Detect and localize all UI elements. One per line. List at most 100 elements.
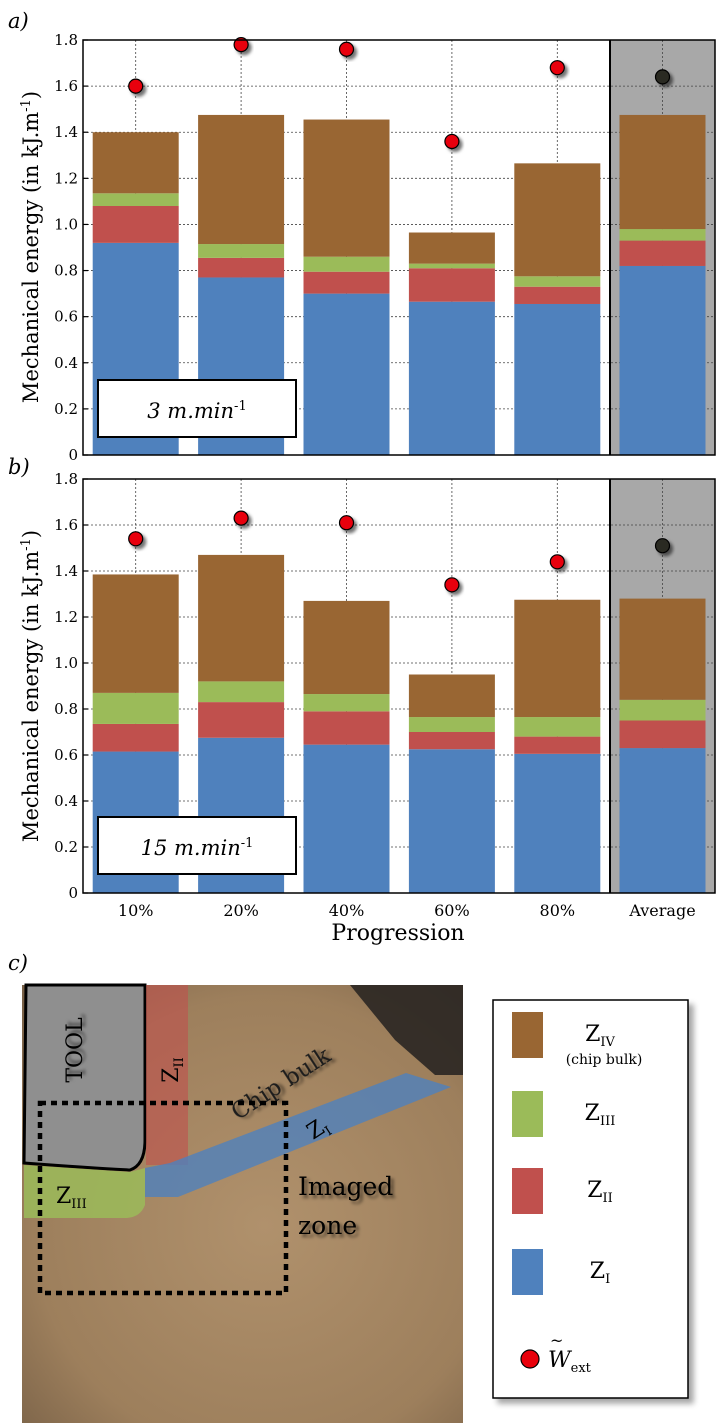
wext-marker (338, 41, 355, 57)
bar-segment (408, 732, 495, 750)
zone-I-band (145, 1073, 451, 1197)
legend-label: ZIV (585, 1022, 615, 1050)
tilde-mark: ~ (550, 1331, 563, 1350)
bar-segment (303, 744, 390, 893)
bar-segment (408, 749, 495, 893)
legend-label: ZI (590, 1259, 610, 1287)
bar-segment (92, 692, 179, 724)
y-tick-label: 1.4 (54, 123, 78, 141)
bar-segment (514, 753, 601, 893)
y-tick-label: 0.4 (54, 792, 78, 810)
wext-marker (444, 133, 460, 150)
wext-marker (128, 78, 144, 94)
chart-b: 0 0.2 0.4 0.6 0.8 1.0 1.2 1.4 1.6 1.8 10% 20% 40% 60… (19, 470, 716, 946)
legend-swatch (512, 1012, 543, 1058)
x-axis-label: Progression (331, 921, 464, 946)
imaged-zone-label-line2: zone (298, 1211, 357, 1240)
wext-marker (549, 60, 565, 76)
y-tick-label: 1.8 (54, 470, 78, 488)
legend-marker-wext (520, 1349, 540, 1369)
bar-segment (198, 702, 285, 738)
bar-segment (303, 119, 390, 257)
legend-label: ZIII (585, 1101, 616, 1129)
y-tick-label: 0 (68, 446, 78, 464)
bar-segment (619, 114, 706, 230)
markers-a (128, 37, 671, 150)
bar-segment (514, 286, 601, 304)
legend-entries: ZIV (chip bulk) ZIII ZII ZI (512, 1012, 642, 1295)
wext-marker (233, 37, 249, 53)
tool-label: TOOL (63, 1017, 88, 1083)
imaged-zone-label-line1: Imaged (298, 1172, 393, 1201)
bar-segment (303, 711, 390, 745)
speed-label-a: 3 m.min-1 (147, 399, 246, 423)
bar-segment (619, 265, 706, 455)
bar-segment (619, 720, 706, 749)
speed-box-a (97, 379, 297, 438)
bar-segment (198, 681, 285, 703)
bar-segment (514, 276, 601, 287)
bar-segment (198, 257, 285, 278)
bar-segment (514, 163, 601, 277)
bar-segment (92, 206, 179, 243)
x-tick-label: 60% (434, 901, 470, 920)
plot-frame-a (82, 39, 716, 456)
legend-swatch (512, 1168, 543, 1214)
wext-marker (444, 577, 460, 593)
bar-segment (408, 268, 495, 302)
speed-label-b: 15 m.min-1 (141, 836, 254, 860)
x-tick-label: 80% (540, 901, 576, 920)
wext-marker (128, 531, 144, 547)
zone-III-region (24, 1165, 145, 1218)
y-tick-label: 1.4 (54, 562, 78, 580)
legend-label: ZII (587, 1178, 613, 1206)
legend-swatch (512, 1249, 543, 1295)
y-tick-label: 1.2 (54, 608, 78, 626)
bar-segment (303, 293, 390, 455)
y-tick-label: 0.8 (54, 700, 78, 718)
bar-segment (198, 244, 285, 258)
x-tick-label: Average (628, 901, 695, 920)
panel-label-c: c) (8, 951, 28, 975)
wext-marker (549, 554, 565, 570)
bar-segment (303, 271, 390, 294)
chart-a: 0 0.2 0.4 0.6 0.8 1.0 1.2 1.4 1.6 1.8 Mechanical … (19, 31, 716, 464)
tool-shape (22, 983, 147, 1172)
y-tick-label: 0.4 (54, 354, 78, 372)
bar-segment (408, 674, 495, 718)
wext-marker (654, 69, 671, 85)
y-tick-label: 1.6 (54, 516, 78, 534)
legend-note: (chip bulk) (566, 1052, 643, 1068)
wext-marker (233, 510, 249, 526)
imaged-zone-box (37, 1100, 289, 1296)
dark-corner (350, 985, 463, 1075)
y-tick-label: 1.2 (54, 169, 78, 187)
bar-segment (92, 723, 179, 752)
bar-segment (303, 694, 390, 712)
panel-label-a: a) (8, 9, 29, 33)
zone-II-label: ZII (159, 1057, 187, 1083)
y-tick-label: 1.6 (54, 77, 78, 95)
x-tick-label: 10% (118, 901, 154, 920)
y-tick-label: 1.0 (54, 215, 78, 233)
x-tick-label: 20% (223, 901, 259, 920)
bar-segment (408, 717, 495, 732)
bar-segment (514, 303, 601, 455)
bar-segment (619, 229, 706, 241)
legend: ZIV (chip bulk) ZIII ZII ZI Wext ~ (492, 999, 689, 1399)
bar-segment (408, 263, 495, 269)
bar-segment (92, 132, 179, 194)
bar-segment (619, 240, 706, 266)
y-ticks-a: 0 0.2 0.4 0.6 0.8 1.0 1.2 1.4 1.6 1.8 (54, 31, 88, 464)
zones-image: TOOL ZII ZIII ZI Chip bulk Imaged zone (22, 983, 463, 1423)
bar-segment (619, 748, 706, 893)
bar-segment (619, 699, 706, 721)
wext-marker (654, 538, 671, 554)
x-tick-label: 40% (329, 901, 365, 920)
legend-wext-label: Wext (548, 1348, 592, 1376)
bar-segment (92, 574, 179, 693)
y-tick-label: 0.2 (54, 838, 78, 856)
bar-segment (619, 598, 706, 700)
bar-segment (198, 554, 285, 682)
